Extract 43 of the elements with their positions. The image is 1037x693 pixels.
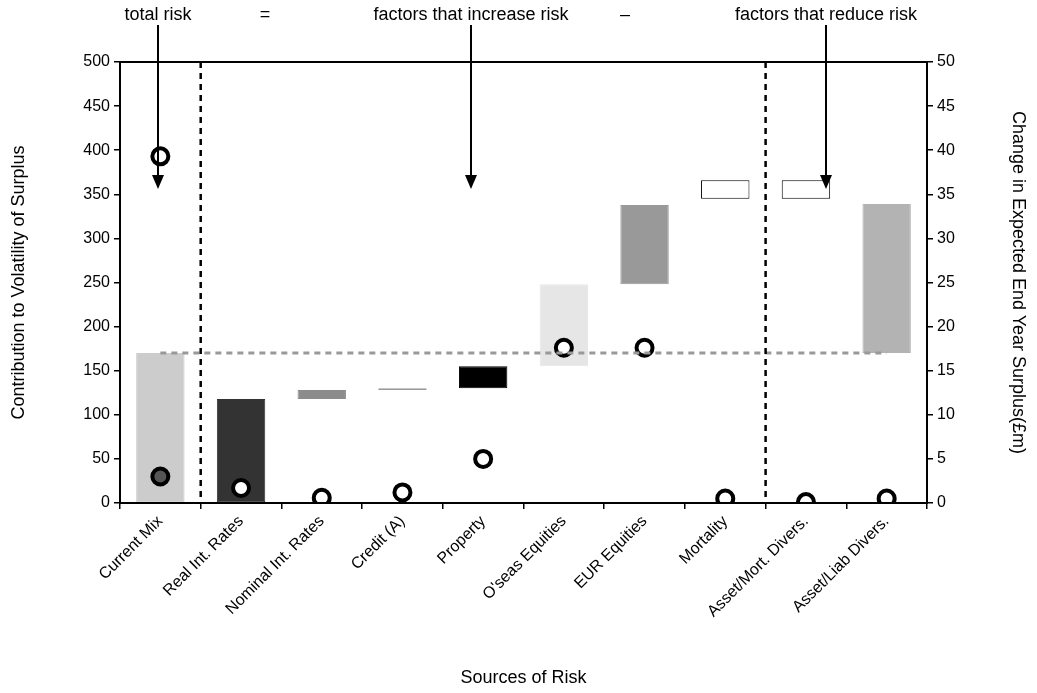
y2-tick-label: 45 <box>937 96 955 114</box>
point <box>553 337 574 358</box>
bar <box>458 366 508 389</box>
text: factors that reduce risk <box>733 4 919 25</box>
bar <box>620 204 669 285</box>
y2-tick-label: 20 <box>937 317 955 335</box>
y2-tick-label: 30 <box>937 228 955 246</box>
y-tick-label: 400 <box>83 140 111 158</box>
bar <box>216 398 266 503</box>
bar <box>539 284 589 367</box>
y2-tick-label: 25 <box>937 272 955 290</box>
y-axis-title: Contribution to Volatility of Surplus <box>7 145 28 420</box>
point <box>634 337 655 358</box>
y2-tick-label: 40 <box>937 140 955 158</box>
y-tick-label: 200 <box>83 317 111 335</box>
y2-tick-label: 35 <box>937 184 955 202</box>
y2-tick-label: 0 <box>937 493 946 511</box>
y-tick-label: 150 <box>83 361 111 379</box>
y-tick-label: 50 <box>92 449 111 467</box>
point <box>150 466 171 487</box>
x-axis-title: Sources of Risk <box>460 667 588 688</box>
y2-tick-label: 50 <box>937 52 955 70</box>
point <box>392 482 413 503</box>
text: total risk <box>124 4 192 24</box>
y2-axis-title: Change in Expected End Year Surplus(£m) <box>1009 110 1030 455</box>
y-tick-label: 0 <box>101 493 111 511</box>
y2-tick-label: 15 <box>937 361 955 379</box>
point <box>473 448 494 469</box>
y-tick-label: 100 <box>83 405 111 423</box>
point <box>231 478 252 499</box>
y-tick-label: 250 <box>83 272 111 290</box>
y-tick-label: 450 <box>83 96 111 114</box>
y2-tick-label: 10 <box>937 405 955 423</box>
text: = <box>259 4 271 24</box>
text: factors that increase risk <box>372 4 570 25</box>
text: – <box>619 4 630 24</box>
bar <box>862 204 911 354</box>
y-tick-label: 300 <box>83 228 111 246</box>
y-tick-label: 500 <box>83 52 111 70</box>
y-tick-label: 350 <box>83 184 111 202</box>
bar <box>136 353 185 503</box>
y2-tick-label: 5 <box>937 449 946 467</box>
bar <box>297 390 346 399</box>
